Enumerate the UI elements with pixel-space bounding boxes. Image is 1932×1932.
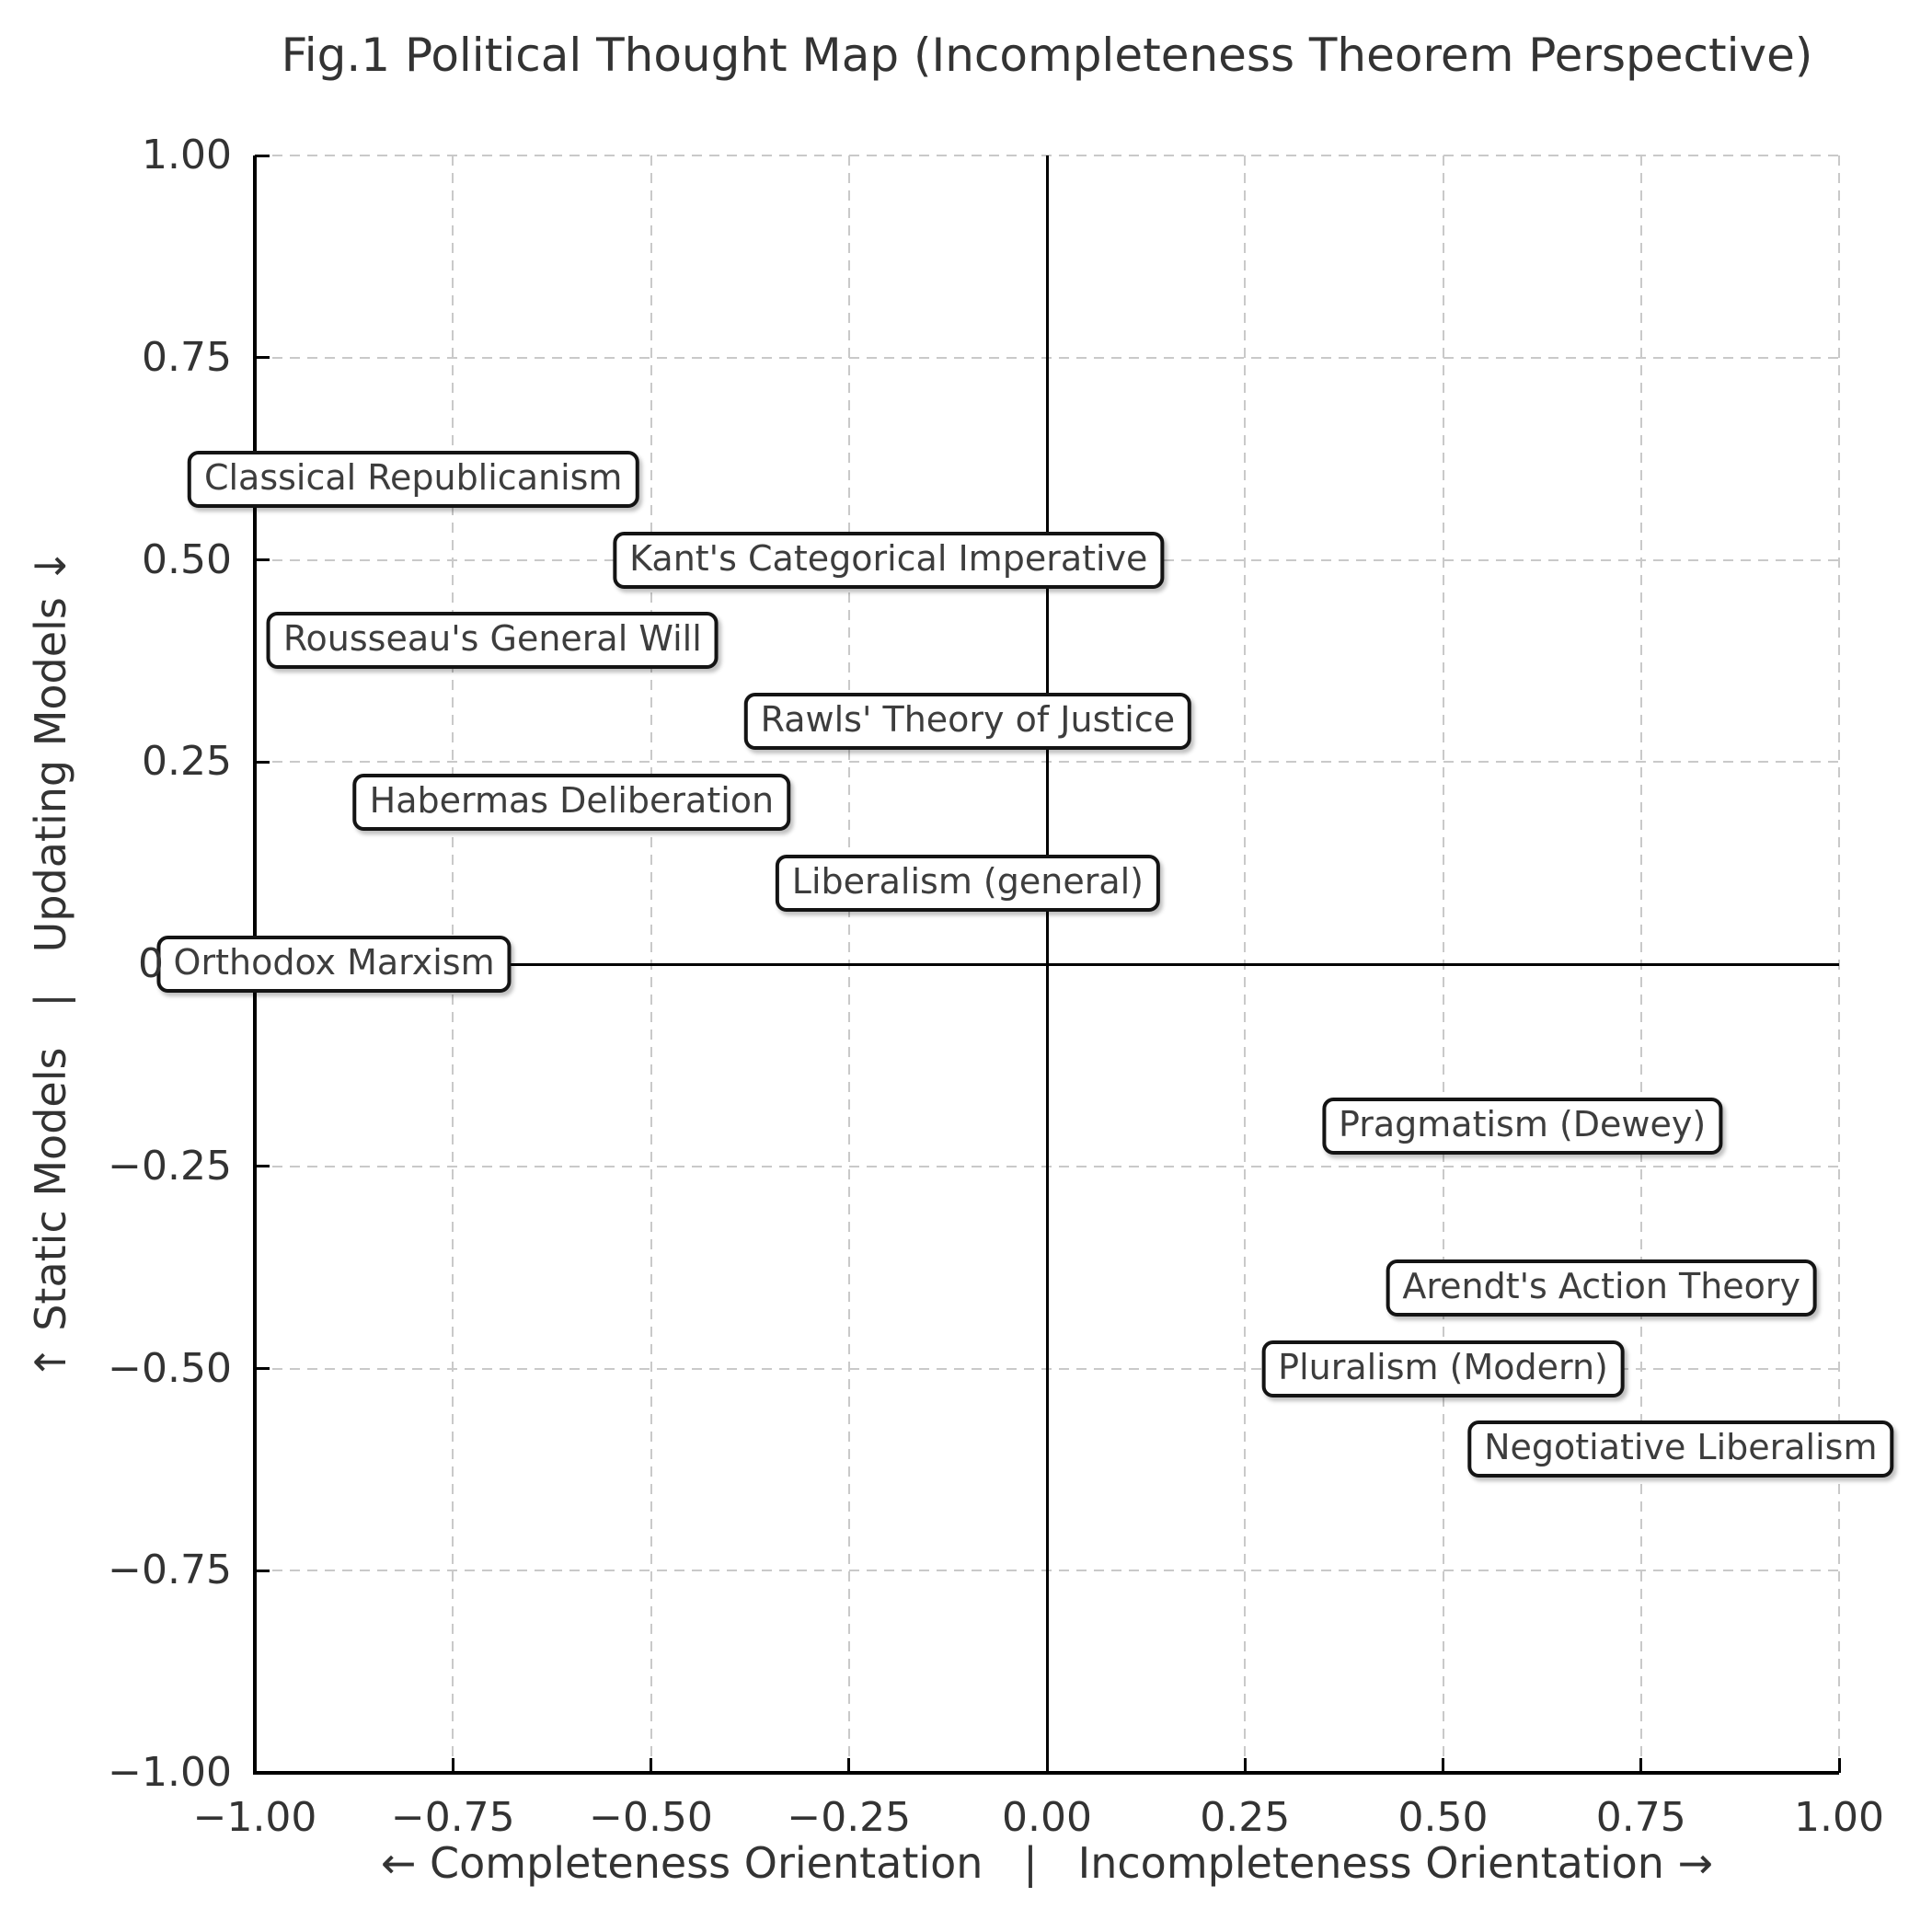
x-tick-mark [1045,1758,1049,1773]
x-tick-label: −0.25 [787,1794,912,1841]
y-tick-label: 0.75 [142,333,232,381]
y-tick-mark [255,1367,270,1370]
x-tick-label: 0.25 [1200,1794,1291,1841]
y-tick-mark [255,154,270,157]
y-tick-label: −1.00 [108,1749,232,1796]
y-tick-label: −0.25 [108,1142,232,1190]
annotation-box: Kant's Categorical Imperative [613,531,1165,589]
annotation-box: Pragmatism (Dewey) [1322,1097,1723,1155]
x-tick-mark [1442,1758,1444,1773]
annotation-box: Orthodox Marxism [156,936,512,993]
y-tick-mark [255,1771,270,1775]
annotation-box: Pluralism (Modern) [1261,1340,1625,1397]
chart-title: Fig.1 Political Thought Map (Incompleten… [281,29,1813,82]
x-tick-mark [1243,1758,1247,1773]
x-tick-mark [847,1758,851,1773]
y-tick-label: 0.50 [142,535,232,583]
plot-area: Classical Republicanism Kant's Categorica… [156,154,1894,1775]
y-tick-label: −0.75 [108,1547,232,1594]
x-tick-label: 0.00 [1002,1794,1092,1841]
x-tick-mark [650,1758,652,1773]
y-tick-mark [255,1165,270,1168]
x-axis-label: ← Completeness Orientation | Incompleten… [380,1838,1714,1888]
annotation-box: Rawls' Theory of Justice [743,693,1192,751]
bottom-spine [253,1771,1839,1775]
x-tick-mark [1837,1758,1841,1773]
y-tick-mark [255,1569,270,1572]
x-tick-label: −0.75 [390,1794,515,1841]
x-tick-label: 0.75 [1595,1794,1686,1841]
annotation-box: Rousseau's General Will [266,612,719,670]
x-gridline [1838,155,1840,1773]
zero-line-horizontal [255,962,1839,966]
y-tick-mark [255,760,270,764]
y-tick-label: 0 [138,940,164,987]
x-tick-label: 0.50 [1397,1794,1489,1841]
y-tick-mark [255,356,270,360]
x-tick-mark [451,1758,454,1773]
y-tick-mark [255,558,270,561]
annotation-box: Negotiative Liberalism [1467,1420,1894,1478]
x-tick-label: 1.00 [1794,1794,1884,1841]
y-tick-label: −0.50 [108,1344,232,1392]
x-tick-label: −0.50 [589,1794,713,1841]
annotation-box: Liberalism (general) [775,855,1161,913]
x-tick-label: −1.00 [192,1794,317,1841]
annotation-box: Arendt's Action Theory [1386,1259,1818,1317]
annotation-box: Habermas Deliberation [352,774,791,832]
y-tick-label: 1.00 [142,132,232,178]
y-tick-label: 0.25 [142,738,232,786]
annotation-box: Classical Republicanism [187,450,639,508]
x-tick-mark [253,1758,257,1773]
x-tick-mark [1639,1758,1643,1773]
